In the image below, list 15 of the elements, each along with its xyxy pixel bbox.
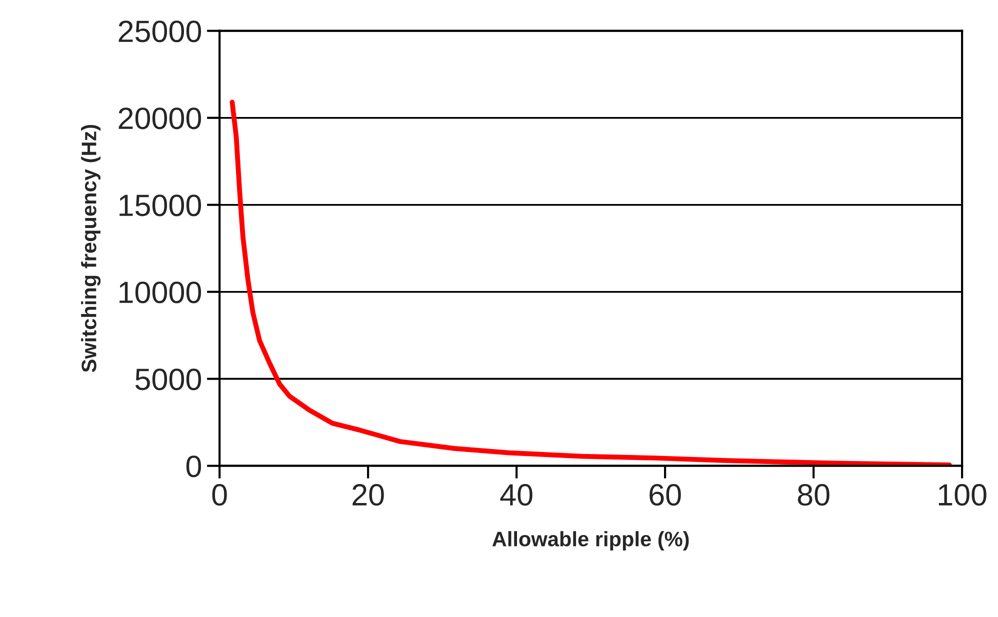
x-axis-title: Allowable ripple (%) xyxy=(492,531,689,551)
y-tick-label: 20000 xyxy=(118,108,202,130)
x-tick-label: 100 xyxy=(938,484,986,506)
y-tick-label: 10000 xyxy=(120,282,202,304)
y-tick-label: 15000 xyxy=(120,194,202,216)
x-tick-label: 20 xyxy=(352,484,384,506)
y-tick-label: 0 xyxy=(186,456,202,478)
y-tick-label: 5000 xyxy=(135,368,202,390)
x-tick-label: 60 xyxy=(650,484,681,506)
x-tick-label: 80 xyxy=(798,484,830,506)
x-tick-label: 40 xyxy=(500,484,532,506)
y-axis-title: Switching frequency (Hz) xyxy=(81,124,101,372)
y-tick-label: 25000 xyxy=(118,20,202,42)
line-series xyxy=(230,100,952,466)
x-tick-label: 0 xyxy=(212,484,227,506)
